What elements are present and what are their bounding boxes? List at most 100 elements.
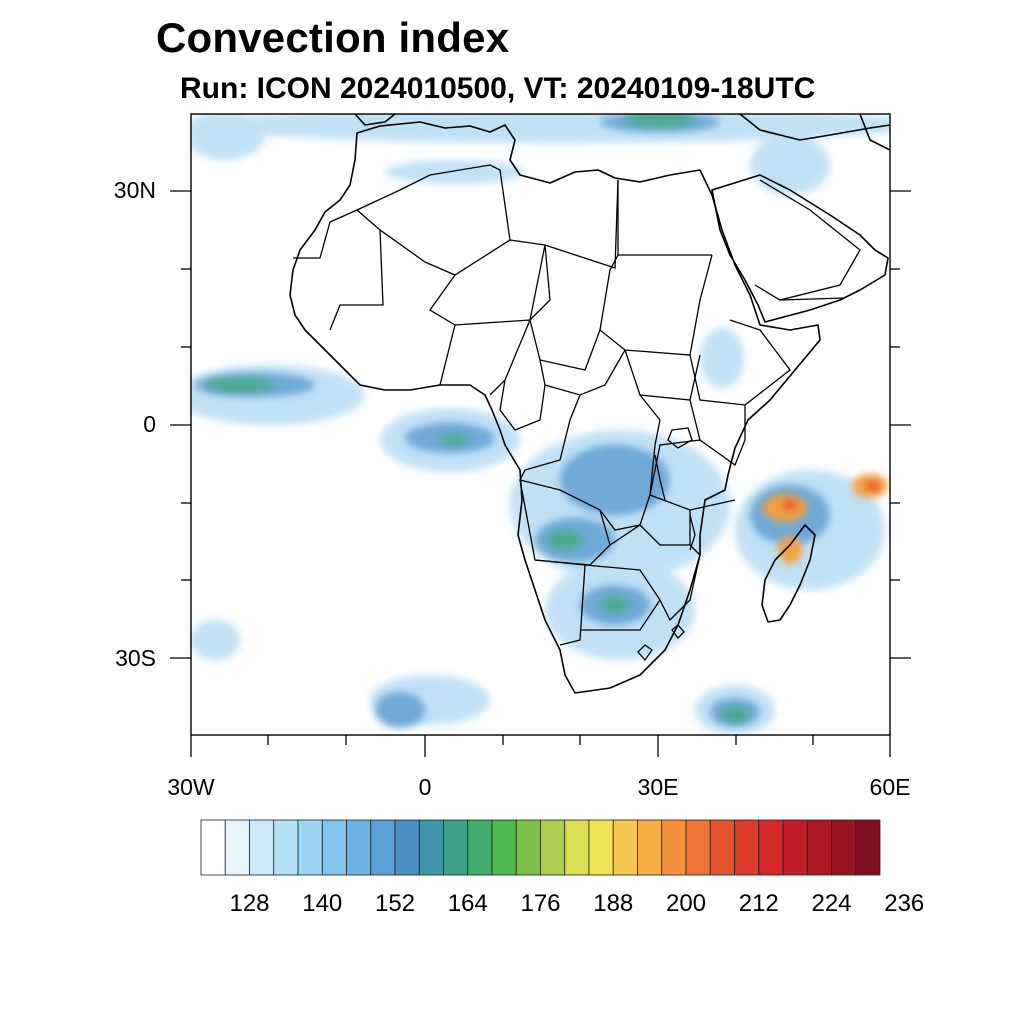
colorbar-box — [612, 819, 638, 876]
colorbar-label: 152 — [374, 890, 416, 917]
border-arabia-saudi — [754, 179, 861, 301]
colorbar-box — [540, 819, 566, 876]
border-zambia — [609, 510, 691, 546]
lat-label-30n: 30N — [113, 177, 156, 203]
colorbar-label: 200 — [665, 890, 707, 917]
colorbar-box — [273, 819, 299, 876]
border-tanzania — [649, 439, 736, 511]
field-madagascar-hot — [778, 536, 802, 564]
caspian-coastline — [859, 114, 890, 151]
colorbar-box — [782, 819, 808, 876]
madagascar-coastline — [761, 524, 816, 623]
colorbar-label: 236 — [884, 890, 925, 917]
colorbar-box — [200, 819, 226, 876]
field-southern-peak — [721, 707, 749, 723]
lon-label-60e: 60E — [869, 774, 911, 800]
border-south-sudan — [624, 349, 701, 401]
border-yemen — [779, 297, 846, 301]
field-south-atlantic-core — [375, 692, 425, 728]
field-med-peak — [625, 114, 695, 127]
border-egypt — [617, 180, 712, 256]
colorbar-box — [831, 819, 857, 876]
field-indian-ocean-extreme — [866, 481, 880, 491]
colorbar-label: 128 — [229, 890, 270, 917]
colorbar-box — [249, 819, 275, 876]
colorbar-box — [637, 819, 663, 876]
border-chad — [529, 244, 601, 371]
colorbar-box — [515, 819, 541, 876]
border-car — [544, 349, 626, 396]
colorbar-box — [443, 819, 469, 876]
border-lake-tanganyika — [654, 454, 666, 501]
arabia-coastline — [711, 174, 889, 323]
lon-label-0: 0 — [418, 774, 432, 800]
colorbar-box — [661, 819, 687, 876]
lat-label-30s: 30S — [115, 645, 156, 671]
colorbar-label: 140 — [302, 890, 343, 917]
field-southwest — [191, 620, 240, 660]
field-angola-peak — [547, 530, 583, 550]
border-sudan — [599, 254, 713, 356]
convection-field — [191, 114, 890, 735]
turkey-coastline — [739, 114, 890, 141]
colorbar-box — [685, 819, 711, 876]
border-nigeria — [439, 319, 531, 396]
field-algeria — [385, 160, 525, 184]
colorbar-label: 188 — [593, 890, 634, 917]
border-libya — [509, 179, 619, 269]
colorbar-box — [370, 819, 396, 876]
border-lake-victoria — [667, 427, 693, 449]
colorbar-box — [758, 819, 784, 876]
field-congo — [560, 445, 670, 515]
africa-coastline — [289, 121, 821, 694]
colorbar-label: 224 — [811, 890, 852, 917]
border-south-africa-inner — [637, 644, 653, 662]
run-subtitle: Run: ICON 2024010500, VT: 20240109-18UTC — [180, 72, 816, 105]
border-algeria — [355, 164, 511, 276]
colorbar-box — [588, 819, 614, 876]
colorbar-box — [564, 819, 590, 876]
border-mozambique — [659, 544, 701, 622]
field-atlantic-north — [191, 114, 265, 160]
colorbar-label: 164 — [447, 890, 488, 917]
colorbar-box — [806, 819, 832, 876]
colorbar-box — [491, 819, 517, 876]
colorbar-box — [855, 819, 881, 876]
border-namibia — [534, 559, 586, 646]
field-botswana-peak — [600, 597, 630, 613]
coastlines — [289, 114, 890, 694]
lon-label-30e: 30E — [637, 774, 679, 800]
axis-ticks — [170, 190, 911, 757]
border-eswatini — [671, 624, 685, 639]
colorbar-box — [224, 819, 250, 876]
europe-coastline — [354, 114, 396, 126]
lat-label-0: 0 — [143, 411, 156, 437]
border-mali — [329, 229, 384, 331]
colorbar-label: 212 — [738, 890, 779, 917]
field-middle-east — [750, 135, 830, 195]
colorbar — [200, 819, 881, 876]
colorbar-box — [394, 819, 420, 876]
border-kenya — [689, 399, 746, 467]
border-ethiopia — [689, 319, 791, 406]
colorbar-box — [734, 819, 760, 876]
colorbar-box — [297, 819, 323, 876]
chart-title: Convection index — [156, 14, 510, 61]
border-morocco — [293, 209, 358, 259]
colorbar-label: 176 — [520, 890, 561, 917]
colorbar-box — [321, 819, 347, 876]
field-mozambique-extreme — [782, 500, 798, 510]
colorbar-box — [467, 819, 493, 876]
border-cameroon — [499, 359, 546, 431]
field-ethiopia — [700, 328, 744, 388]
map-frame — [190, 113, 891, 736]
field-atlantic-peak — [205, 378, 275, 392]
colorbar-box — [418, 819, 444, 876]
border-lake-malawi — [689, 514, 696, 551]
field-gulf-peak — [440, 434, 470, 446]
border-niger — [429, 244, 546, 326]
lon-label-30w: 30W — [167, 774, 215, 800]
colorbar-box — [709, 819, 735, 876]
country-borders — [293, 164, 861, 662]
